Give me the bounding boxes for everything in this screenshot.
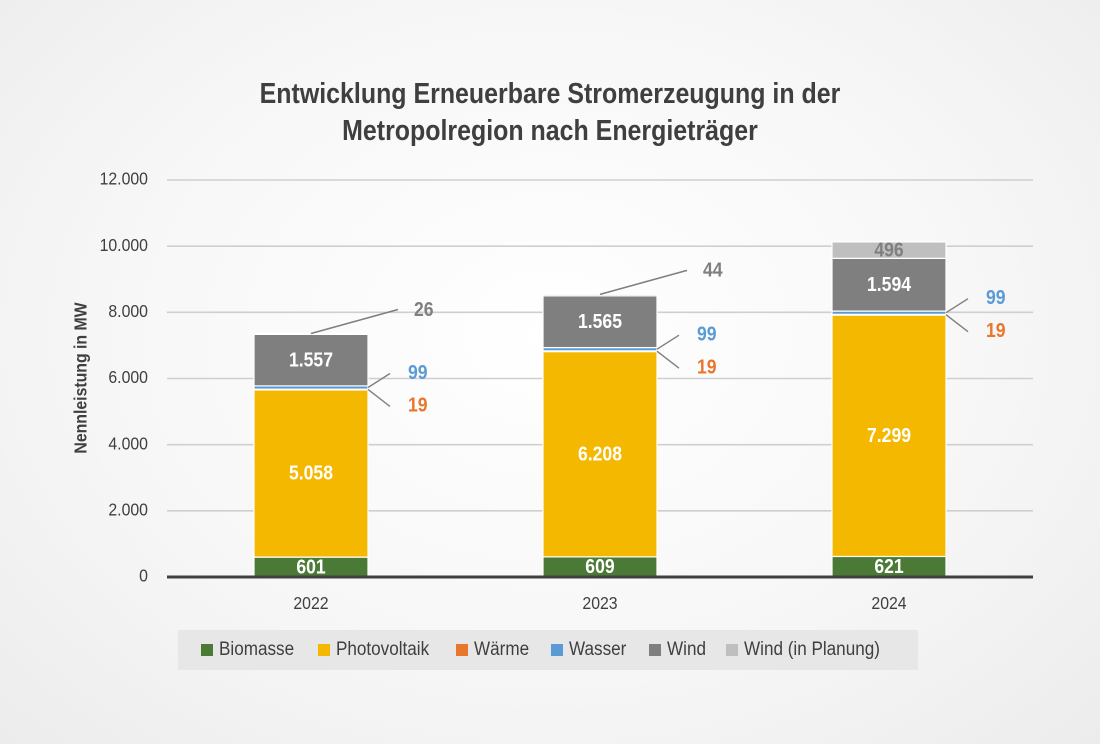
data-label-photovoltaik-2022: 5.058 — [289, 462, 333, 484]
y-tick-label-2: 4.000 — [108, 434, 148, 454]
legend-label-wind-planung: Wind (in Planung) — [744, 639, 880, 660]
x-tick-label-2023: 2023 — [582, 593, 617, 613]
data-label-wind-planung-2023: 44 — [703, 259, 723, 281]
legend-label-wasser: Wasser — [569, 639, 627, 660]
data-label-wind-2023: 1.565 — [578, 310, 622, 332]
data-label-biomasse-2022: 601 — [296, 555, 325, 577]
leader-line-waerme-2024 — [945, 314, 969, 333]
x-tick-label-2022: 2022 — [293, 593, 328, 613]
legend-label-photovoltaik: Photovoltaik — [336, 639, 430, 660]
y-axis-label: Nennleistung in MW — [71, 302, 91, 453]
data-label-biomasse-2024: 621 — [874, 555, 903, 577]
y-tick-label-5: 10.000 — [100, 235, 148, 255]
data-label-photovoltaik-2024: 7.299 — [867, 424, 911, 446]
leader-line-waerme-2022 — [367, 388, 391, 408]
legend-swatch-wind — [648, 644, 661, 656]
y-tick-label-0: 0 — [139, 566, 148, 586]
legend-item-waerme: Wärme — [455, 639, 535, 661]
leader-line-wind-planung-2022 — [310, 308, 399, 335]
y-tick-label-1: 2.000 — [108, 500, 148, 520]
chart-title-line-1: Entwicklung Erneuerbare Stromerzeugung i… — [259, 78, 841, 110]
legend-swatch-wind-planung — [726, 644, 739, 656]
y-tick-label-6: 12.000 — [100, 169, 148, 189]
bar-wind-2022 — [253, 333, 369, 387]
legend-item-wind-planung: Wind (in Planung) — [726, 639, 895, 661]
data-label-wasser-2024: 99 — [986, 286, 1006, 308]
bar-wind-planung-2022 — [253, 332, 369, 335]
legend-item-biomasse: Biomasse — [200, 639, 302, 661]
bar-wind-2024 — [831, 257, 947, 312]
chart-title-line-2: Metropolregion nach Energieträger — [342, 115, 758, 147]
bar-photovoltaik-2023 — [542, 350, 658, 558]
data-label-waerme-2023: 19 — [697, 355, 717, 377]
data-label-wind-2024: 1.594 — [867, 273, 912, 295]
bar-wind-2023 — [542, 295, 658, 349]
data-label-wind-2022: 1.557 — [289, 348, 333, 370]
data-label-wasser-2022: 99 — [408, 361, 428, 383]
legend-swatch-wasser — [551, 644, 564, 656]
leader-line-wasser-2024 — [945, 298, 969, 314]
leader-line-wasser-2022 — [367, 372, 391, 389]
legend-label-wind: Wind — [666, 639, 706, 660]
legend-item-wind: Wind — [648, 639, 710, 661]
leader-line-wind-planung-2023 — [599, 269, 688, 296]
data-label-photovoltaik-2023: 6.208 — [578, 442, 622, 464]
legend-swatch-biomasse — [200, 644, 213, 656]
data-label-wasser-2023: 99 — [697, 322, 717, 344]
data-label-wind-planung-2022: 26 — [414, 298, 434, 320]
legend-swatch-photovoltaik — [318, 644, 331, 656]
data-label-wind-planung-2024: 496 — [874, 238, 903, 260]
data-label-biomasse-2023: 609 — [585, 555, 614, 577]
chart-title: Entwicklung Erneuerbare Stromerzeugung i… — [77, 76, 1023, 150]
bar-photovoltaik-2024 — [831, 314, 947, 558]
legend-label-waerme: Wärme — [473, 639, 529, 660]
bar-wind-planung-2024 — [831, 241, 947, 259]
bar-photovoltaik-2022 — [253, 389, 369, 558]
x-tick-label-2024: 2024 — [871, 593, 906, 613]
legend-item-photovoltaik: Photovoltaik — [318, 639, 440, 661]
y-tick-label-3: 6.000 — [108, 367, 148, 387]
legend-item-wasser: Wasser — [551, 639, 633, 661]
legend-swatch-waerme — [455, 644, 468, 656]
bar-wind-planung-2023 — [542, 293, 658, 297]
y-tick-label-4: 8.000 — [108, 301, 148, 321]
data-label-waerme-2024: 19 — [986, 319, 1006, 341]
leader-line-wasser-2023 — [656, 334, 680, 350]
leader-line-waerme-2023 — [656, 350, 680, 369]
legend: Biomasse Photovoltaik Wärme Wasser Wind … — [178, 630, 918, 670]
data-label-waerme-2022: 19 — [408, 394, 428, 416]
legend-label-biomasse: Biomasse — [218, 639, 294, 660]
